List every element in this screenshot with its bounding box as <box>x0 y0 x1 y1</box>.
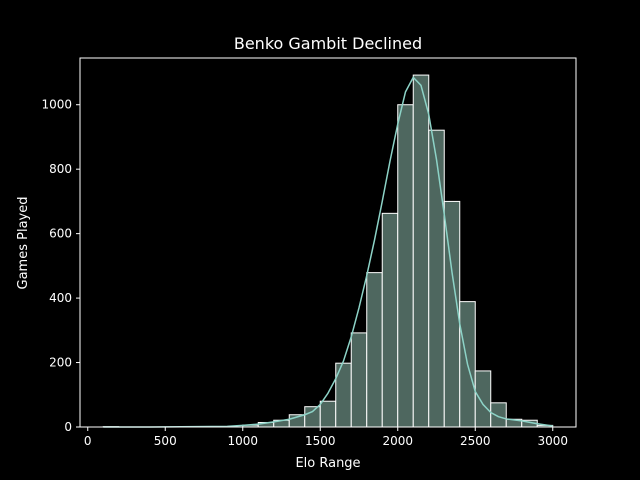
x-tick-label: 500 <box>154 434 177 448</box>
histogram-bar <box>412 74 430 428</box>
axes-group: 0 500 1000 1500 2000 2500 3000 0 200 400 600 800 100… <box>41 57 577 448</box>
x-axis-label: Elo Range <box>295 456 360 471</box>
histogram-bar <box>397 104 414 428</box>
histogram-bar <box>428 129 445 428</box>
y-tick-label: 0 <box>64 420 72 434</box>
histogram-bar <box>490 402 507 428</box>
histogram-bar <box>350 332 368 428</box>
histogram-bar <box>304 406 321 428</box>
y-tick-label: 800 <box>49 162 72 176</box>
y-axis-label: Games Played <box>16 197 31 290</box>
y-tick-label: 200 <box>49 356 72 370</box>
kde-curve <box>103 76 553 428</box>
x-tick-label: 0 <box>84 434 92 448</box>
y-tick-label: 400 <box>49 291 72 305</box>
histogram-bar <box>319 400 337 428</box>
x-tick-label: 2000 <box>382 434 413 448</box>
plot-frame <box>79 57 577 428</box>
histogram-bar <box>381 212 399 428</box>
x-tick-label: 3000 <box>537 434 568 448</box>
x-tick-label: 2500 <box>460 434 491 448</box>
histogram-bar <box>366 272 383 428</box>
histogram-bar <box>474 370 492 428</box>
chart-title: Benko Gambit Declined <box>234 34 422 53</box>
y-tick-label: 600 <box>49 227 72 241</box>
kde-curve-group <box>103 76 553 428</box>
x-tick-label: 1500 <box>305 434 336 448</box>
histogram-bars <box>102 74 554 428</box>
x-tick-label: 1000 <box>227 434 258 448</box>
y-tick-label: 1000 <box>41 98 72 112</box>
